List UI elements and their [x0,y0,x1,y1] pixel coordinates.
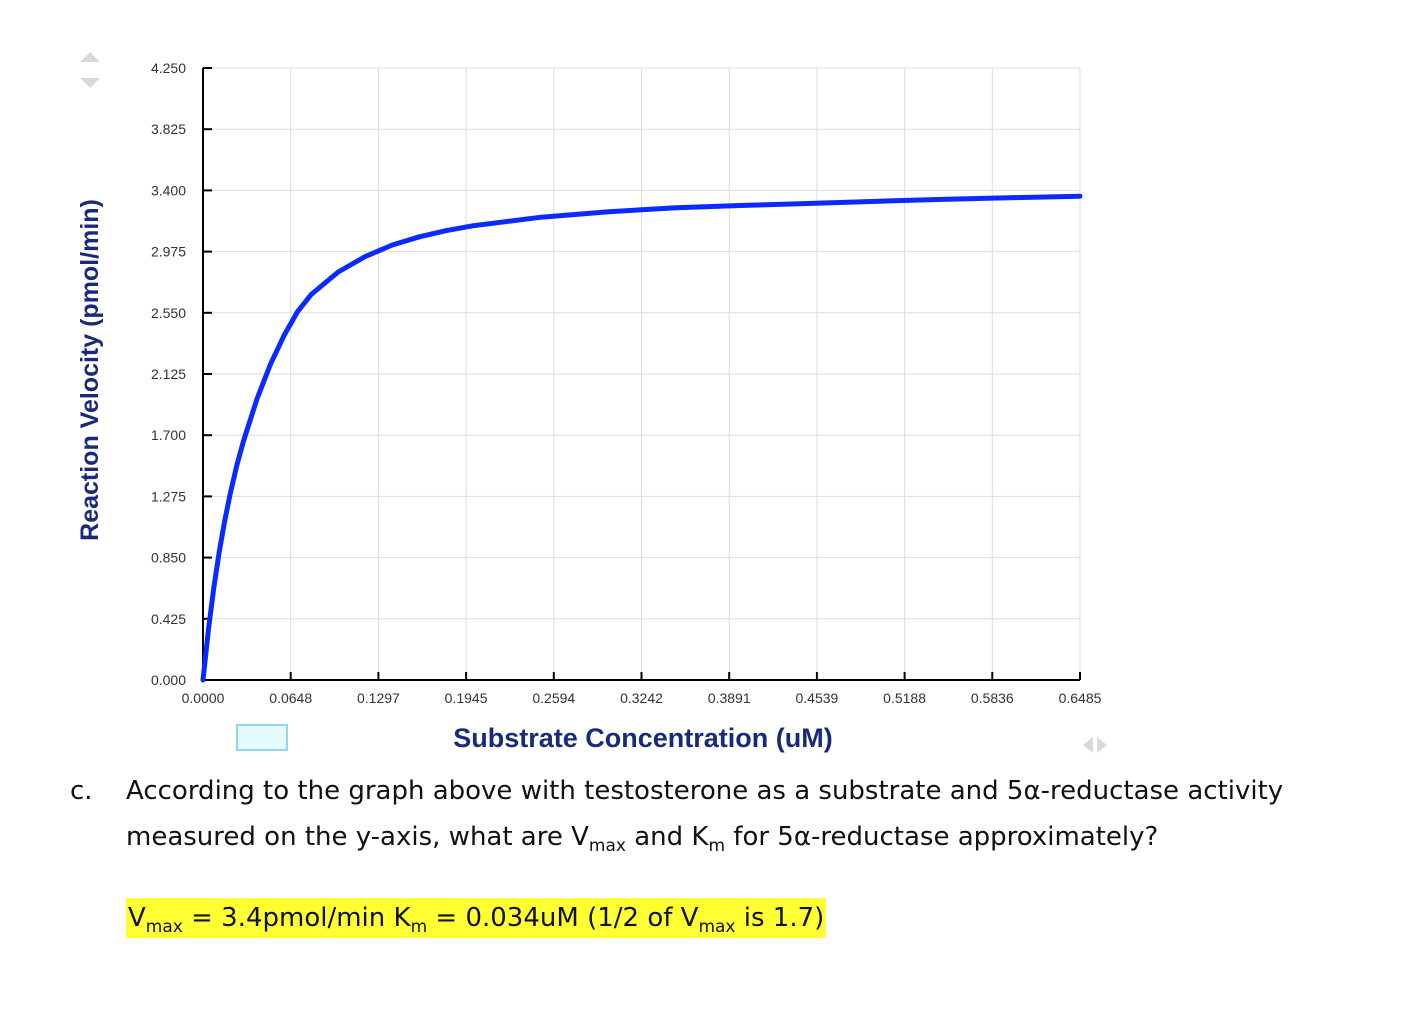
vmax-subscript: max [588,836,626,856]
answer-part: = 0.034uM (1/2 of V [427,903,699,933]
x-tick-label: 0.0648 [269,690,312,706]
answer-subscript: max [698,917,736,937]
x-tick-label: 0.6485 [1059,690,1102,706]
y-tick-label: 2.975 [151,244,186,260]
y-tick-label: 2.125 [151,366,186,382]
series-line-0 [200,193,1083,683]
y-axis-ticks: 0.000 0.425 0.850 1.275 1.700 2.125 2.550 2.975… [151,60,212,688]
y-tick-label: 0.850 [151,550,186,566]
y-tick-label: 1.275 [151,488,186,504]
grid-lines [203,67,1081,680]
x-tick-label: 0.3891 [708,690,751,706]
y-tick-label: 0.425 [151,611,186,627]
question-line-2: measured on the y-axis, what are Vmax an… [126,814,1386,860]
y-tick-label: 3.825 [151,121,186,137]
x-tick-label: 0.4539 [795,690,838,706]
x-axis-ticks: 0.0000 0.0648 0.1297 0.1945 0.2594 0.3242 0.38… [182,672,1102,706]
y-tick-label: 0.000 [151,672,186,688]
question-text-part: for 5α-reductase approximately? [725,822,1159,852]
answer-part: = 3.4pmol/min K [182,903,411,933]
y-tick-label: 1.700 [151,427,186,443]
chart: 0.0000 0.0648 0.1297 0.1945 0.2594 0.3242 0.38… [76,52,1107,753]
question-letter: c. [70,776,93,806]
x-tick-label: 0.1945 [445,690,488,706]
series-group [200,193,1083,683]
answer-subscript: m [410,917,428,937]
question-text-part: measured on the y-axis, what are V [126,822,589,852]
y-tick-label: 4.250 [151,60,186,76]
y-axis-title: Reaction Velocity (pmol/min) [76,199,104,541]
y-tick-label: 3.400 [151,182,186,198]
answer-part: is 1.7) [735,903,825,933]
answer-part: V [128,903,146,933]
legend-swatch[interactable] [236,724,288,751]
km-subscript: m [708,836,726,856]
x-tick-label: 0.5836 [971,690,1014,706]
question-text-part: and K [625,822,709,852]
x-scroll-arrows-icon[interactable] [1083,737,1107,753]
x-tick-label: 0.1297 [357,690,400,706]
x-tick-label: 0.0000 [182,690,225,706]
x-tick-label: 0.3242 [620,690,663,706]
y-scroll-arrows-icon[interactable] [80,52,100,88]
x-axis-title: Substrate Concentration (uM) [453,723,833,753]
x-tick-label: 0.5188 [883,690,926,706]
question-line-1: According to the graph above with testos… [126,776,1284,806]
answer-highlight: Vmax = 3.4pmol/min Km = 0.034uM (1/2 of … [126,898,827,938]
y-tick-label: 2.550 [151,305,186,321]
answer-subscript: max [145,917,183,937]
x-tick-label: 0.2594 [532,690,575,706]
question-text: According to the graph above with testos… [126,768,1386,860]
